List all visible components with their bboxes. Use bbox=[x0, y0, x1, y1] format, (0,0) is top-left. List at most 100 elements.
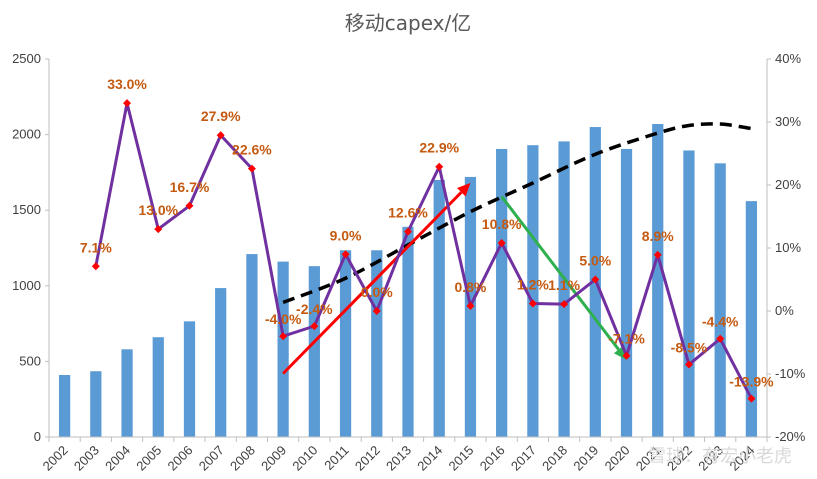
watermark-text: 雪球：有宏小老虎 bbox=[648, 446, 792, 467]
growth-label-2009: -4.0% bbox=[265, 311, 302, 327]
left-tick-label: 1000 bbox=[12, 278, 41, 293]
x-tick-label: 2014 bbox=[414, 443, 445, 474]
right-tick-label: 20% bbox=[775, 177, 801, 192]
bar-2011 bbox=[339, 250, 352, 437]
bar-2014 bbox=[433, 179, 445, 437]
right-tick-label: 10% bbox=[775, 240, 801, 255]
growth-marker-2011 bbox=[341, 250, 350, 259]
growth-label-2016: 10.8% bbox=[482, 216, 522, 232]
growth-label-2012: 0.0% bbox=[361, 284, 393, 300]
growth-label-2007: 27.9% bbox=[201, 108, 241, 124]
growth-label-2015: 0.8% bbox=[454, 279, 486, 295]
bar-2024 bbox=[745, 201, 758, 437]
growth-series bbox=[91, 99, 756, 403]
trend-dashed-curve bbox=[282, 122, 752, 305]
x-tick-label: 2004 bbox=[102, 443, 133, 474]
bar-2017 bbox=[527, 145, 539, 437]
growth-label-2008: 22.6% bbox=[232, 142, 272, 158]
growth-data-labels: 7.1% 33.0% 13.0% 16.7% 27.9% 22.6% -4.0%-2.4% 9… bbox=[80, 76, 774, 389]
x-tick-label: 2003 bbox=[71, 443, 102, 474]
growth-label-2013: 12.6% bbox=[388, 205, 428, 221]
bar-2018 bbox=[558, 141, 570, 438]
right-tick-label: 40% bbox=[775, 51, 801, 66]
bar-2022 bbox=[683, 150, 695, 437]
x-tick-label: 2015 bbox=[445, 443, 476, 474]
growth-marker-2019 bbox=[591, 275, 600, 284]
growth-marker-2007 bbox=[216, 131, 225, 140]
growth-label-2021: 8.9% bbox=[642, 228, 674, 244]
growth-label-2022: -8.5% bbox=[671, 340, 708, 356]
bar-2002 bbox=[58, 375, 71, 437]
growth-label-2019: 5.0% bbox=[579, 253, 611, 269]
red-arrow-shaft bbox=[282, 191, 463, 375]
growth-marker-2018 bbox=[560, 300, 569, 309]
bar-2003 bbox=[90, 371, 102, 437]
bar-2021 bbox=[652, 124, 664, 438]
bar-2007 bbox=[215, 288, 227, 437]
growth-marker-2021 bbox=[653, 250, 662, 259]
x-tick-label: 2010 bbox=[289, 443, 320, 474]
x-tick-label: 2019 bbox=[570, 443, 601, 474]
left-tick-label: 2000 bbox=[12, 127, 41, 142]
growth-label-2014: 22.9% bbox=[419, 140, 459, 156]
x-tick-label: 2013 bbox=[383, 443, 414, 474]
bar-series bbox=[58, 124, 758, 438]
growth-marker-2003 bbox=[91, 262, 100, 271]
right-tick-label: -20% bbox=[775, 429, 806, 444]
growth-label-2020: -7.1% bbox=[608, 331, 645, 347]
growth-marker-2024 bbox=[747, 394, 756, 403]
left-tick-label: 2500 bbox=[12, 51, 41, 66]
left-tick-label: 1500 bbox=[12, 202, 41, 217]
growth-label-2003: 7.1% bbox=[80, 239, 112, 255]
bar-2016 bbox=[496, 148, 508, 438]
x-tick-label: 2020 bbox=[602, 443, 633, 474]
bar-2020 bbox=[620, 148, 633, 438]
x-tick-label: 2002 bbox=[40, 443, 71, 474]
left-tick-label: 500 bbox=[19, 353, 41, 368]
right-tick-label: 0% bbox=[775, 303, 794, 318]
growth-label-2005: 13.0% bbox=[138, 202, 178, 218]
growth-marker-2013 bbox=[404, 227, 412, 236]
growth-marker-2005 bbox=[154, 225, 163, 234]
bar-2023 bbox=[714, 163, 726, 437]
growth-marker-2023 bbox=[716, 334, 725, 343]
growth-marker-2015 bbox=[466, 301, 475, 310]
bar-2010 bbox=[308, 266, 320, 437]
growth-label-2004: 33.0% bbox=[107, 76, 147, 92]
growth-label-2024: -13.9% bbox=[729, 374, 774, 390]
x-tick-label: 2006 bbox=[165, 443, 196, 474]
bar-2009 bbox=[277, 261, 289, 437]
growth-label-2006: 16.7% bbox=[170, 179, 210, 195]
growth-marker-2012 bbox=[372, 307, 381, 315]
bar-2004 bbox=[121, 349, 133, 437]
growth-label-2018: 1.1% bbox=[548, 277, 580, 293]
x-tick-label: 2018 bbox=[539, 443, 570, 474]
bar-2005 bbox=[152, 337, 164, 437]
trend-line bbox=[282, 122, 752, 305]
growth-marker-2008 bbox=[247, 164, 256, 173]
right-tick-label: 30% bbox=[775, 114, 801, 129]
growth-label-2017: 1.2% bbox=[517, 276, 549, 292]
x-tick-label: 2012 bbox=[352, 443, 383, 474]
growth-label-2023: -4.4% bbox=[702, 314, 739, 330]
x-tick-label: 2017 bbox=[508, 443, 539, 474]
x-tick-label: 2005 bbox=[133, 443, 164, 474]
bar-2012 bbox=[371, 250, 383, 437]
growth-marker-2016 bbox=[497, 238, 506, 247]
x-tick-label: 2007 bbox=[196, 443, 227, 474]
x-tick-label: 2009 bbox=[258, 443, 289, 474]
growth-label-2010: -2.4% bbox=[296, 301, 333, 317]
right-tick-label: -10% bbox=[775, 366, 806, 381]
growth-marker-2020 bbox=[622, 351, 631, 360]
growth-marker-2004 bbox=[123, 99, 132, 108]
left-tick-label: 0 bbox=[34, 429, 41, 444]
chart-title: 移动capex/亿 bbox=[345, 11, 471, 35]
growth-label-2011: 9.0% bbox=[330, 227, 362, 243]
growth-marker-2009 bbox=[279, 332, 288, 341]
x-tick-label: 2011 bbox=[321, 443, 351, 473]
growth-marker-2014 bbox=[435, 162, 444, 171]
growth-marker-2006 bbox=[185, 201, 194, 210]
x-tick-label: 2016 bbox=[477, 443, 508, 474]
